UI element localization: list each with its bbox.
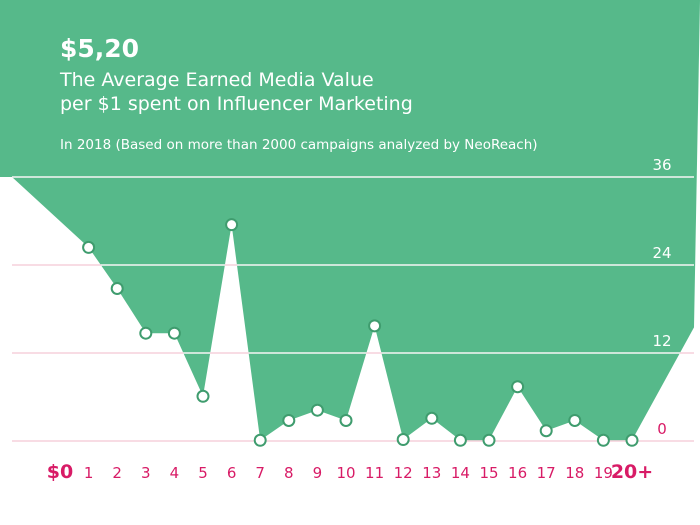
x-tick-label: $0 xyxy=(47,461,73,483)
x-tick-label: 2 xyxy=(112,464,122,482)
data-point xyxy=(310,403,324,417)
marker-layer xyxy=(82,218,639,447)
data-point xyxy=(368,319,382,333)
data-point xyxy=(539,424,553,438)
y-tick-label: 36 xyxy=(652,156,671,174)
data-point xyxy=(511,380,525,394)
data-point xyxy=(282,413,296,427)
x-tick-label: 18 xyxy=(565,464,584,482)
x-tick-label: 7 xyxy=(255,464,265,482)
x-tick-label: 8 xyxy=(284,464,294,482)
data-point xyxy=(196,389,210,403)
data-point xyxy=(625,433,639,447)
data-point xyxy=(139,326,153,340)
x-tick-label: 13 xyxy=(422,464,441,482)
x-tick-label: 20+ xyxy=(611,461,653,483)
y-tick-label: 12 xyxy=(652,332,671,350)
x-tick-label: 17 xyxy=(537,464,556,482)
x-tick-label: 1 xyxy=(84,464,94,482)
data-point xyxy=(225,218,239,232)
x-tick-label: 10 xyxy=(336,464,355,482)
data-point xyxy=(425,411,439,425)
data-point xyxy=(396,433,410,447)
x-tick-label: 4 xyxy=(170,464,180,482)
x-tick-label: 12 xyxy=(394,464,413,482)
data-point xyxy=(339,413,353,427)
y-tick-label: 24 xyxy=(652,244,671,262)
x-tick-label: 3 xyxy=(141,464,151,482)
subtitle-line-1: The Average Earned Media Value xyxy=(59,69,374,91)
grid-layer xyxy=(12,176,694,442)
y-tick-layer: 0 12 24 36 xyxy=(652,156,671,438)
data-point xyxy=(568,413,582,427)
data-point xyxy=(596,433,610,447)
data-point xyxy=(167,326,181,340)
x-tick-label: 11 xyxy=(365,464,384,482)
data-point xyxy=(82,240,96,254)
area-layer xyxy=(0,0,700,441)
data-point xyxy=(482,433,496,447)
subtitle-line-2: per $1 spent on Influencer Marketing xyxy=(60,93,413,115)
x-tick-label: 9 xyxy=(313,464,323,482)
x-tick-label: 19 xyxy=(594,464,613,482)
x-tick-label: 6 xyxy=(227,464,237,482)
x-tick-label: 5 xyxy=(198,464,208,482)
x-tick-label: 14 xyxy=(451,464,470,482)
x-tick-label: 16 xyxy=(508,464,527,482)
headline-value: $5,20 xyxy=(60,34,139,63)
y-tick-label: 0 xyxy=(657,420,667,438)
green-area xyxy=(0,0,700,441)
data-point xyxy=(110,281,124,295)
data-point xyxy=(453,433,467,447)
x-tick-label: 15 xyxy=(479,464,498,482)
source-note: In 2018 (Based on more than 2000 campaig… xyxy=(60,137,538,153)
data-point xyxy=(253,433,267,447)
